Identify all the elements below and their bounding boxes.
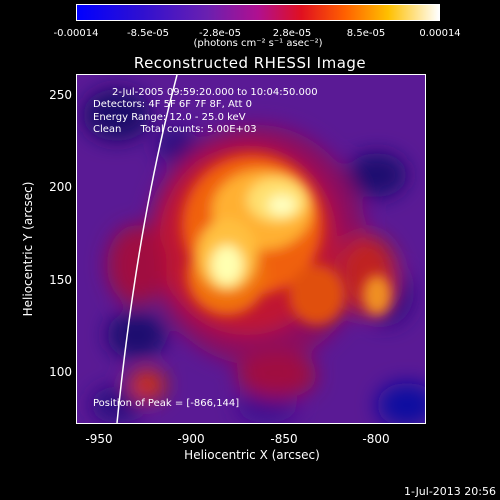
colorbar-tick: -2.8e-05	[199, 28, 241, 39]
y-tick-label: 100	[49, 365, 72, 379]
y-tick-label: 200	[49, 180, 72, 194]
generation-date: 1-Jul-2013 20:56	[403, 485, 496, 498]
colorbar-tick: 0.00014	[419, 28, 461, 39]
y-axis-label: Heliocentric Y (arcsec)	[21, 181, 35, 317]
rhessi-image	[76, 74, 426, 424]
energy-range-text: Energy Range: 12.0 - 25.0 keV	[93, 112, 246, 123]
plot-title: Reconstructed RHESSI Image	[133, 54, 367, 72]
clean-counts-text: Clean Total counts: 5.00E+03	[93, 124, 257, 135]
y-tick-label: 250	[49, 88, 72, 102]
colorbar	[76, 4, 440, 21]
colorbar-tick: 2.8e-05	[272, 28, 312, 39]
time-range-text: 2-Jul-2005 09:59:20.000 to 10:04:50.000	[112, 87, 318, 98]
y-tick-label: 150	[49, 273, 72, 287]
x-tick-label: -800	[362, 432, 390, 446]
colorbar-tick: -0.00014	[53, 28, 99, 39]
peak-position-text: Position of Peak = [-866,144]	[93, 398, 240, 409]
colorbar-units: (photons cm⁻² s⁻¹ asec⁻²)	[193, 38, 323, 49]
detectors-text: Detectors: 4F 5F 6F 7F 8F, Att 0	[93, 99, 253, 110]
x-tick-label: -900	[177, 432, 205, 446]
colorbar-tick: -8.5e-05	[127, 28, 169, 39]
x-tick-label: -950	[85, 432, 113, 446]
x-tick-label: -850	[270, 432, 298, 446]
colorbar-tick: 8.5e-05	[346, 28, 386, 39]
x-axis-label: Heliocentric X (arcsec)	[184, 448, 320, 462]
